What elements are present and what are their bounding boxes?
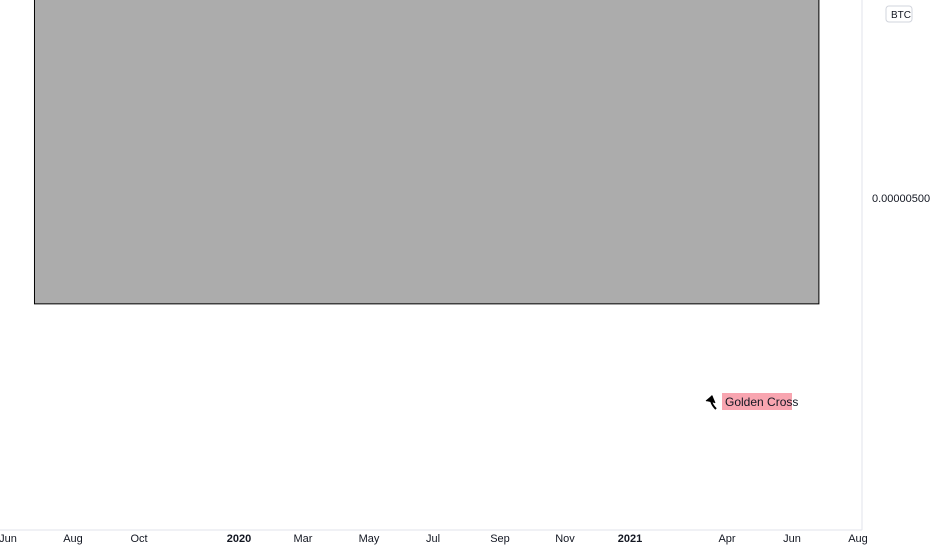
currency-badge[interactable]: [885, 5, 913, 23]
resistance-zone[interactable]: [33, 0, 820, 305]
x-tick-label: Jun: [0, 533, 17, 545]
price-axis[interactable]: 0.000075000.000070000.000065000.00006000…: [872, 0, 930, 205]
x-tick-label: Nov: [555, 533, 575, 545]
x-tick-label: Jul: [426, 533, 440, 545]
golden-cross-tag[interactable]: [722, 393, 792, 410]
currency-label: BTC: [891, 10, 911, 21]
x-tick-label: Oct: [130, 533, 147, 545]
golden-cross-arrow-head: [705, 395, 716, 404]
zones-layer: [33, 0, 820, 305]
overlay-layer: TP2TP10.00002911 (113.17%) 2911Golden Cr…: [705, 393, 798, 410]
x-tick-label: Aug: [848, 533, 868, 545]
x-tick-label: Sep: [490, 533, 510, 545]
x-tick-label: May: [359, 533, 380, 545]
golden-cross-label: Golden Cross: [725, 395, 798, 409]
x-tick-label: Jun: [783, 533, 801, 545]
x-tick-label: Mar: [294, 533, 313, 545]
x-tick-label: Apr: [718, 533, 735, 545]
x-tick-label: 2021: [618, 533, 642, 545]
x-tick-label: Aug: [63, 533, 83, 545]
time-axis[interactable]: Jun Aug Oct 2020 Mar May Jul Sep Nov 2021 Apr Jun Au…: [0, 533, 868, 545]
y-tick-label: 0.00000500: [872, 193, 930, 205]
x-tick-label: 2020: [227, 533, 251, 545]
